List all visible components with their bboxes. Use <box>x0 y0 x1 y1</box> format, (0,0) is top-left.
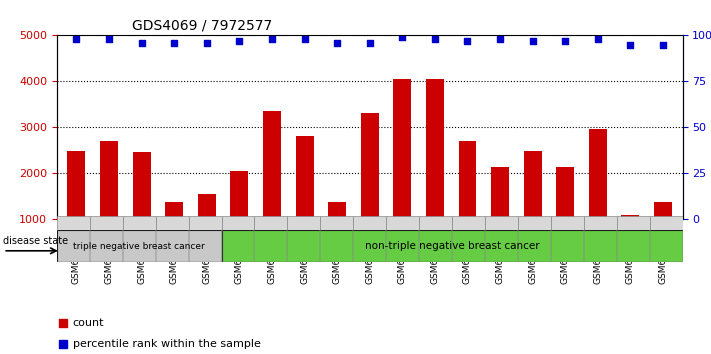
Point <box>421 262 432 268</box>
FancyBboxPatch shape <box>222 216 255 230</box>
FancyBboxPatch shape <box>57 216 90 230</box>
Point <box>71 36 82 42</box>
Bar <box>198 194 215 266</box>
FancyBboxPatch shape <box>353 216 386 230</box>
Text: disease state: disease state <box>4 236 68 246</box>
FancyBboxPatch shape <box>90 216 123 230</box>
Bar <box>328 201 346 266</box>
FancyBboxPatch shape <box>386 216 419 230</box>
Point <box>625 42 636 47</box>
FancyBboxPatch shape <box>287 216 321 230</box>
Bar <box>100 141 118 266</box>
Bar <box>68 152 85 266</box>
Bar <box>654 201 672 266</box>
FancyBboxPatch shape <box>419 216 452 230</box>
FancyBboxPatch shape <box>123 216 156 230</box>
FancyBboxPatch shape <box>452 216 485 230</box>
Text: non-triple negative breast cancer: non-triple negative breast cancer <box>365 241 540 251</box>
Point <box>266 36 277 42</box>
Point <box>234 38 245 44</box>
Point <box>397 34 408 40</box>
FancyBboxPatch shape <box>255 216 287 230</box>
Bar <box>459 141 476 266</box>
Point <box>364 40 375 46</box>
Bar <box>393 79 411 266</box>
Point <box>429 36 441 42</box>
Bar <box>296 136 314 266</box>
Text: count: count <box>73 318 104 328</box>
Point <box>461 38 473 44</box>
Bar <box>133 152 151 266</box>
Text: GDS4069 / 7972577: GDS4069 / 7972577 <box>132 19 272 33</box>
Bar <box>230 171 248 266</box>
FancyBboxPatch shape <box>518 216 551 230</box>
Point <box>103 36 114 42</box>
Text: triple negative breast cancer: triple negative breast cancer <box>73 241 205 251</box>
FancyBboxPatch shape <box>551 216 584 230</box>
Point <box>136 40 147 46</box>
Bar <box>491 167 509 266</box>
FancyBboxPatch shape <box>485 216 518 230</box>
Point <box>299 36 310 42</box>
FancyBboxPatch shape <box>156 216 188 230</box>
Point <box>331 40 343 46</box>
Point <box>169 40 180 46</box>
Point <box>592 36 604 42</box>
Point <box>560 38 571 44</box>
Point <box>421 74 432 79</box>
FancyBboxPatch shape <box>57 230 222 262</box>
Bar <box>426 79 444 266</box>
Point <box>201 40 213 46</box>
Bar <box>263 111 281 266</box>
Text: percentile rank within the sample: percentile rank within the sample <box>73 338 260 349</box>
Bar <box>589 129 606 266</box>
Bar <box>524 151 542 266</box>
Point <box>494 36 506 42</box>
Bar <box>360 113 379 266</box>
Point <box>657 42 668 47</box>
Bar <box>165 202 183 266</box>
FancyBboxPatch shape <box>188 216 222 230</box>
FancyBboxPatch shape <box>616 216 650 230</box>
FancyBboxPatch shape <box>584 216 616 230</box>
Bar <box>621 215 639 266</box>
FancyBboxPatch shape <box>222 230 683 262</box>
Point <box>527 38 538 44</box>
FancyBboxPatch shape <box>321 216 353 230</box>
Bar <box>556 166 574 266</box>
FancyBboxPatch shape <box>650 216 683 230</box>
